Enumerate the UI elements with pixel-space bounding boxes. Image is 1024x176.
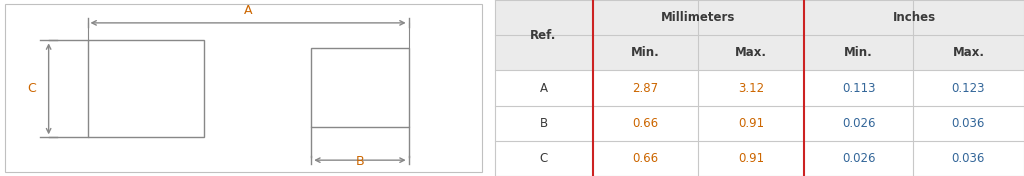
Text: Inches: Inches — [893, 11, 936, 24]
Text: Min.: Min. — [631, 46, 659, 59]
Bar — [87, 40, 204, 137]
Text: A: A — [540, 81, 548, 95]
Text: 3.12: 3.12 — [738, 81, 765, 95]
Text: C: C — [28, 82, 37, 95]
Text: 2.87: 2.87 — [633, 81, 658, 95]
Text: A: A — [244, 4, 252, 17]
Bar — [495, 0, 1024, 35]
Text: 0.026: 0.026 — [842, 117, 876, 130]
Text: 0.123: 0.123 — [951, 81, 985, 95]
Text: 0.66: 0.66 — [633, 152, 658, 165]
Text: Max.: Max. — [735, 46, 767, 59]
Bar — [495, 35, 1024, 70]
Text: Max.: Max. — [952, 46, 984, 59]
Text: Min.: Min. — [844, 46, 872, 59]
Bar — [495, 106, 1024, 141]
Text: Ref.: Ref. — [530, 29, 557, 42]
Bar — [311, 48, 409, 127]
Text: 0.036: 0.036 — [951, 117, 985, 130]
Bar — [495, 141, 1024, 176]
Text: 0.91: 0.91 — [738, 117, 765, 130]
Text: B: B — [540, 117, 548, 130]
Text: Millimeters: Millimeters — [662, 11, 735, 24]
Text: 0.91: 0.91 — [738, 152, 765, 165]
Text: C: C — [540, 152, 548, 165]
Text: 0.66: 0.66 — [633, 117, 658, 130]
Text: B: B — [355, 155, 365, 168]
Text: 0.036: 0.036 — [951, 152, 985, 165]
Text: 0.113: 0.113 — [842, 81, 876, 95]
Bar — [495, 70, 1024, 106]
Text: 0.026: 0.026 — [842, 152, 876, 165]
